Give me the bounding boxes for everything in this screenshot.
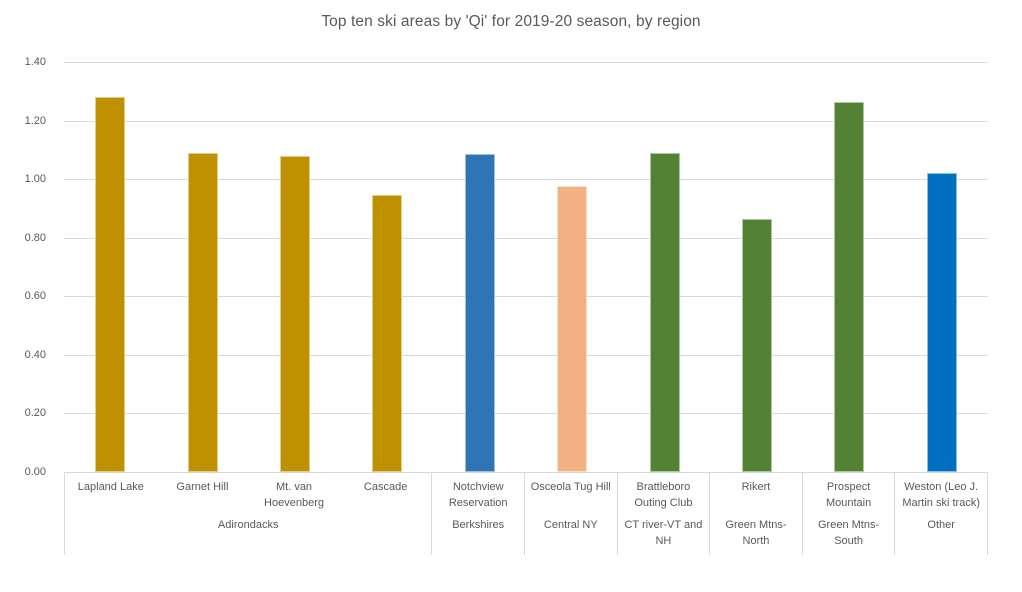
bar — [372, 195, 403, 472]
bar-slot — [711, 62, 803, 472]
bar-group — [896, 62, 988, 472]
bar-group — [526, 62, 618, 472]
gridline — [64, 62, 988, 63]
x-axis-category-labels: Rikert — [710, 472, 802, 516]
x-axis-region-label: Green Mtns-South — [818, 519, 880, 547]
bar-slot — [249, 62, 341, 472]
x-axis-category-label: Weston (Leo J. Martin ski track) — [902, 481, 980, 509]
x-axis-group: Weston (Leo J. Martin ski track) Other — [895, 472, 988, 555]
x-axis-region-label: Adirondacks — [217, 519, 279, 531]
bar — [649, 152, 680, 472]
x-axis-category-label: Brattleboro Outing Club — [634, 481, 693, 509]
y-axis-tick-label: 1.00 — [24, 173, 46, 186]
bar — [280, 155, 311, 472]
gridline — [64, 237, 988, 239]
bar-slot — [896, 62, 988, 472]
x-axis-category-label: Osceola Tug Hill — [530, 481, 611, 493]
x-axis-category-labels: Osceola Tug Hill — [525, 472, 617, 516]
x-axis-group: Lapland Lake Garnet Hill Mt. van Hoevenber… — [64, 472, 433, 555]
x-axis-region-label: Central NY — [543, 519, 598, 531]
x-axis-category-label: Lapland Lake — [77, 481, 144, 493]
gridline — [64, 179, 988, 181]
bar-group — [434, 62, 526, 472]
y-axis-tick-label: 1.40 — [24, 56, 46, 68]
bar-group — [64, 62, 434, 472]
y-axis-tick-label: 0.40 — [24, 348, 46, 361]
bar — [95, 97, 126, 472]
x-axis-region-label: Green Mtns-North — [725, 519, 787, 547]
bar-slot — [526, 62, 618, 472]
y-axis-tick-label: 0.20 — [24, 407, 46, 420]
x-axis-category-label: Mt. van Hoevenberg — [264, 481, 324, 509]
bar — [742, 218, 773, 472]
bar — [187, 152, 218, 472]
x-axis-category-label: Cascade — [363, 481, 408, 493]
bar — [557, 186, 588, 472]
x-axis-category-label: Garnet Hill — [176, 481, 229, 493]
gridline — [64, 413, 988, 415]
x-axis-category-label: Notchview Reservation — [448, 481, 508, 509]
x-axis-region-label: CT river-VT and NH — [624, 519, 703, 547]
bar-group — [618, 62, 710, 472]
gridline — [64, 296, 988, 298]
bar — [464, 154, 495, 472]
x-axis-group: Notchview Reservation Berkshires — [432, 472, 525, 555]
bar-slot — [156, 62, 248, 472]
chart-title: Top ten ski areas by 'Qi' for 2019-20 se… — [321, 13, 701, 30]
y-axis-tick-label: 1.20 — [24, 114, 46, 127]
gridline — [64, 354, 988, 356]
x-axis: Lapland Lake Garnet Hill Mt. van Hoevenber… — [64, 472, 988, 555]
bar-group — [711, 62, 803, 472]
x-axis-category-label: Rikert — [741, 481, 771, 493]
bar-slot — [618, 62, 710, 472]
x-axis-category-labels: Lapland Lake Garnet Hill Mt. van Hoevenber… — [65, 472, 431, 516]
y-axis-tick-label: 0.60 — [24, 290, 46, 303]
bar-slot — [64, 62, 156, 472]
x-axis-group: Osceola Tug Hill Central NY — [525, 472, 618, 555]
x-axis-category-labels: Weston (Leo J. Martin ski track) — [895, 472, 987, 516]
gridline — [64, 120, 988, 122]
bar-slot — [434, 62, 526, 472]
x-axis-group: Rikert Green Mtns-North — [710, 472, 803, 555]
bar — [926, 173, 957, 472]
bar-series — [64, 62, 988, 472]
x-axis-category-labels: Prospect Mountain — [803, 472, 895, 516]
bar-slot — [341, 62, 433, 472]
x-axis-region-label: Berkshires — [452, 519, 505, 531]
y-axis-tick-label: 0.80 — [24, 231, 46, 244]
x-axis-category-labels: Notchview Reservation — [432, 472, 524, 516]
bar-slot — [803, 62, 895, 472]
x-axis-region-label: Other — [927, 519, 955, 531]
x-axis-group: Prospect Mountain Green Mtns-South — [803, 472, 896, 555]
x-axis-category-labels: Brattleboro Outing Club — [618, 472, 710, 516]
x-axis-category-label: Prospect Mountain — [825, 481, 872, 509]
bar-group — [803, 62, 895, 472]
x-axis-group: Brattleboro Outing Club CT river-VT and N… — [618, 472, 711, 555]
bar — [834, 101, 865, 472]
y-axis-tick-label: 0.00 — [24, 466, 46, 478]
plot-area — [64, 62, 988, 473]
